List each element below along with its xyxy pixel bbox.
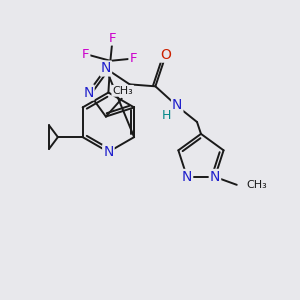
Text: N: N	[172, 98, 182, 112]
Text: O: O	[160, 48, 171, 62]
Text: N: N	[103, 145, 114, 159]
Text: F: F	[82, 48, 89, 62]
Text: H: H	[162, 109, 171, 122]
Text: N: N	[182, 170, 192, 184]
Text: F: F	[129, 52, 137, 65]
Text: N: N	[210, 170, 220, 184]
Text: CH₃: CH₃	[112, 86, 133, 96]
Text: F: F	[109, 32, 116, 44]
Text: CH₃: CH₃	[247, 180, 267, 190]
Text: N: N	[83, 85, 94, 100]
Text: N: N	[101, 61, 111, 76]
